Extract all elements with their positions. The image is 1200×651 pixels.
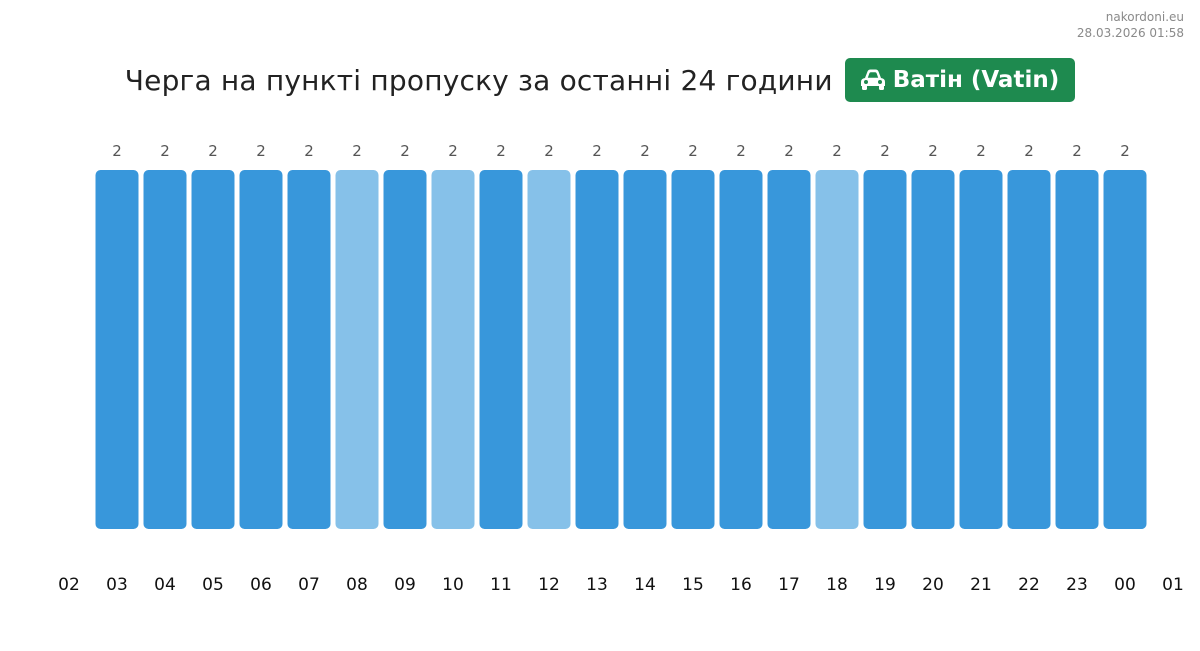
x-tick-label: 07 xyxy=(298,575,320,595)
bar-21 xyxy=(959,170,1003,529)
bar-value-label: 2 xyxy=(160,142,170,160)
bar-value-label: 2 xyxy=(304,142,314,160)
x-tick-label: 14 xyxy=(634,575,656,595)
x-tick-label: 02 xyxy=(58,575,80,595)
bar-18 xyxy=(815,170,859,529)
bar-16 xyxy=(719,170,763,529)
x-tick-label: 22 xyxy=(1018,575,1040,595)
bar-value-label: 2 xyxy=(112,142,122,160)
bar-value-label: 2 xyxy=(640,142,650,160)
x-tick-label: 20 xyxy=(922,575,944,595)
x-tick-label: 17 xyxy=(778,575,800,595)
bar-09 xyxy=(383,170,427,529)
source-site: nakordoni.eu xyxy=(1105,10,1184,24)
bar-10 xyxy=(431,170,475,529)
bar-22 xyxy=(1007,170,1051,529)
x-tick-label: 19 xyxy=(874,575,896,595)
x-tick-label: 06 xyxy=(250,575,272,595)
bar-23 xyxy=(1055,170,1099,529)
x-tick-label: 09 xyxy=(394,575,416,595)
bar-value-label: 2 xyxy=(832,142,842,160)
x-tick-label: 01 xyxy=(1162,575,1184,595)
crossing-badge: Ватін (Vatin) xyxy=(844,58,1076,102)
x-tick-label: 00 xyxy=(1114,575,1136,595)
source-timestamp: 28.03.2026 01:58 xyxy=(1076,26,1184,40)
bar-06 xyxy=(239,170,283,529)
bar-value-label: 2 xyxy=(736,142,746,160)
source-attribution: nakordoni.eu 28.03.2026 01:58 xyxy=(1077,9,1184,41)
x-tick-label: 10 xyxy=(442,575,464,595)
bar-12 xyxy=(527,170,571,529)
bar-value-label: 2 xyxy=(448,142,458,160)
chart-header: Черга на пункті пропуску за останні 24 г… xyxy=(0,58,1200,102)
bar-value-label: 2 xyxy=(784,142,794,160)
bar-value-label: 2 xyxy=(1120,142,1130,160)
bar-03 xyxy=(95,170,139,529)
x-tick-label: 12 xyxy=(538,575,560,595)
bar-05 xyxy=(191,170,235,529)
bar-00 xyxy=(1103,170,1147,529)
x-tick-label: 15 xyxy=(682,575,704,595)
x-tick-label: 23 xyxy=(1066,575,1088,595)
bar-value-label: 2 xyxy=(976,142,986,160)
crossing-name: Ватін (Vatin) xyxy=(892,67,1060,93)
x-tick-label: 04 xyxy=(154,575,176,595)
bar-20 xyxy=(911,170,955,529)
bar-08 xyxy=(335,170,379,529)
bar-15 xyxy=(671,170,715,529)
x-tick-label: 18 xyxy=(826,575,848,595)
x-tick-label: 08 xyxy=(346,575,368,595)
x-tick-label: 11 xyxy=(490,575,512,595)
bar-07 xyxy=(287,170,331,529)
bar-value-label: 2 xyxy=(1072,142,1082,160)
bar-value-label: 2 xyxy=(496,142,506,160)
x-tick-label: 21 xyxy=(970,575,992,595)
bar-value-label: 2 xyxy=(256,142,266,160)
bar-17 xyxy=(767,170,811,529)
bar-value-label: 2 xyxy=(1024,142,1034,160)
bar-14 xyxy=(623,170,667,529)
x-tick-label: 05 xyxy=(202,575,224,595)
bar-value-label: 2 xyxy=(592,142,602,160)
bar-value-label: 2 xyxy=(544,142,554,160)
x-tick-label: 13 xyxy=(586,575,608,595)
bar-value-label: 2 xyxy=(688,142,698,160)
x-tick-label: 16 xyxy=(730,575,752,595)
chart-title: Черга на пункті пропуску за останні 24 г… xyxy=(124,63,833,97)
bar-19 xyxy=(863,170,907,529)
bar-value-label: 2 xyxy=(928,142,938,160)
bar-value-label: 2 xyxy=(400,142,410,160)
bar-13 xyxy=(575,170,619,529)
car-icon xyxy=(860,69,885,90)
bar-value-label: 2 xyxy=(208,142,218,160)
bar-value-label: 2 xyxy=(352,142,362,160)
x-tick-label: 03 xyxy=(106,575,128,595)
bar-value-label: 2 xyxy=(880,142,890,160)
bar-04 xyxy=(143,170,187,529)
bar-11 xyxy=(479,170,523,529)
